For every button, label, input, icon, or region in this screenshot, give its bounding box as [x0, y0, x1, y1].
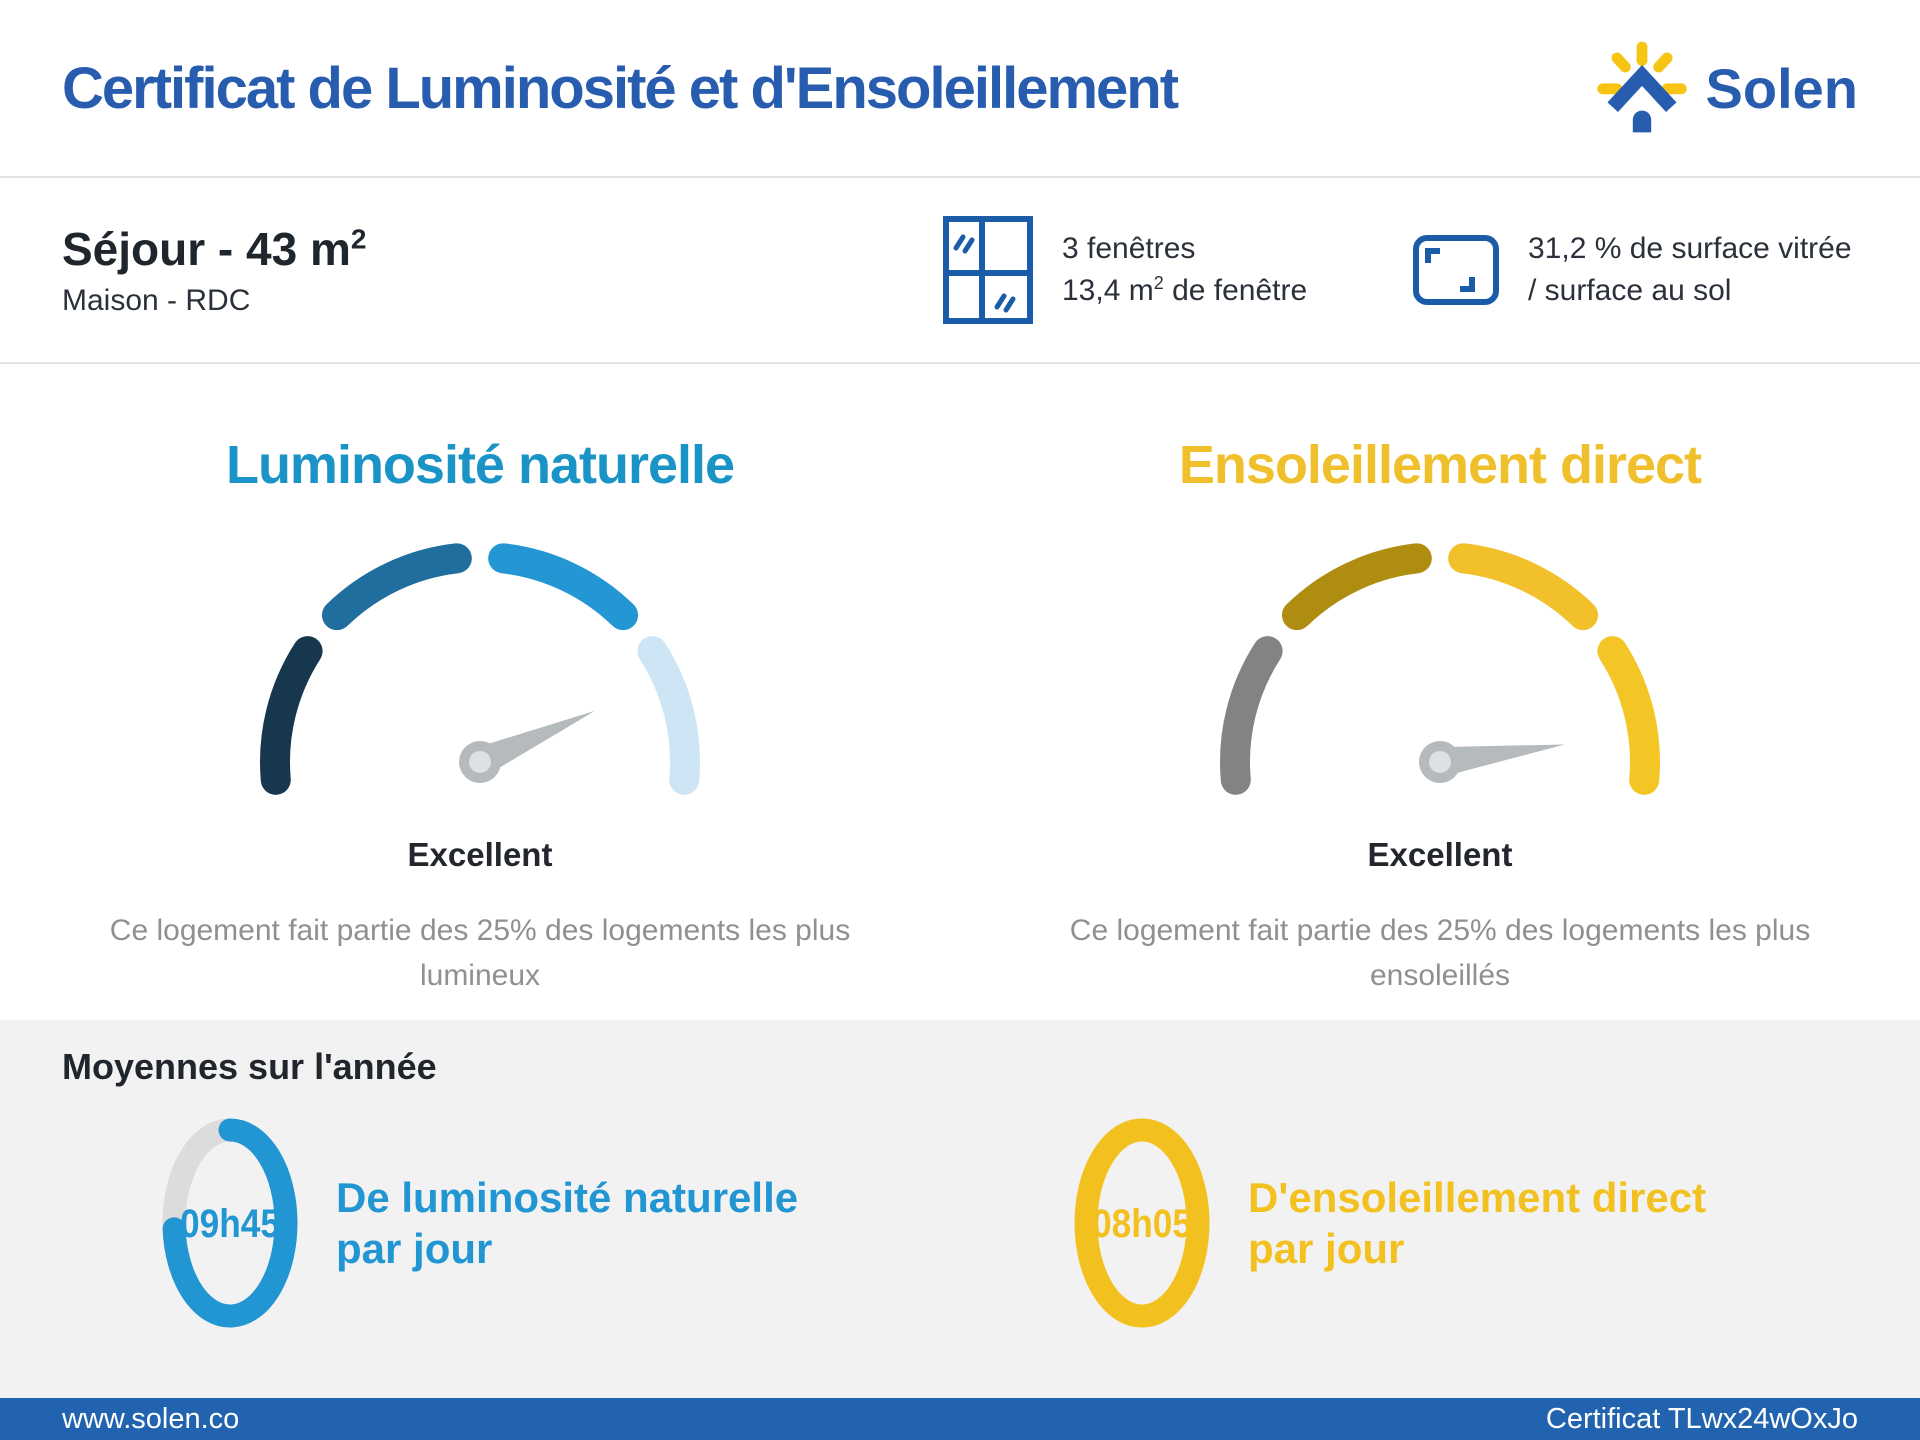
sun-house-icon — [1596, 41, 1687, 133]
room-summary: Séjour - 43 m2 Maison - RDC 3 fenêtres 1… — [0, 178, 1920, 364]
sunlight-gauge-title: Ensoleillement direct — [1178, 435, 1702, 495]
glazed-surface-icon — [1413, 235, 1499, 305]
window-icon — [943, 216, 1033, 324]
footer-website: www.solen.co — [62, 1402, 240, 1435]
svg-text:08h05: 08h05 — [1092, 1202, 1192, 1246]
sunlight-gauge — [1220, 543, 1660, 795]
windows-stat: 3 fenêtres 13,4 m2 de fenêtre — [942, 215, 1412, 325]
luminosity-ring-chart: 09h45 — [162, 1118, 298, 1328]
glazing-ratio: 31,2 % de surface vitrée — [1528, 232, 1852, 265]
footer: www.solen.co Certificat TLwx24wOxJo — [0, 1398, 1920, 1440]
room-subtitle: Maison - RDC — [62, 284, 251, 317]
sunlight-rating: Excellent — [1367, 836, 1513, 873]
header: Certificat de Luminosité et d'Ensoleille… — [0, 0, 1920, 178]
sunlight-description: Ce logement fait partie des 25% des loge… — [1069, 914, 1811, 992]
svg-text:09h45: 09h45 — [180, 1202, 280, 1246]
luminosity-gauge-title: Luminosité naturelle — [225, 435, 735, 495]
sunlight-ring-chart: 08h05 — [1074, 1118, 1210, 1328]
windows-area: 13,4 m2 de fenêtre — [1062, 273, 1308, 307]
averages-section: Moyennes sur l'année 09h45 De luminosité… — [0, 1020, 1920, 1398]
sunlight-average-label: D'ensoleillement direct par jour — [1248, 1173, 1707, 1272]
room-info: Séjour - 43 m2 Maison - RDC — [62, 222, 942, 318]
luminosity-rating: Excellent — [407, 836, 553, 873]
luminosity-gauge — [260, 543, 700, 795]
luminosity-average: 09h45 De luminosité naturelle par jour — [62, 1106, 960, 1340]
solen-logo: Solen — [1596, 40, 1858, 136]
sunlight-gauge-block: Ensoleillement direct Excellent Ce logem… — [960, 364, 1920, 1020]
glazing-stat-text: 31,2 % de surface vitrée / surface au so… — [1528, 228, 1852, 312]
footer-certificate-id: Certificat TLwx24wOxJo — [1545, 1402, 1858, 1435]
brand-name: Solen — [1705, 56, 1858, 120]
glazing-stat: 31,2 % de surface vitrée / surface au so… — [1412, 228, 1852, 312]
averages-row: 09h45 De luminosité naturelle par jour 0… — [62, 1106, 1858, 1340]
windows-count: 3 fenêtres — [1062, 232, 1196, 265]
page-title: Certificat de Luminosité et d'Ensoleille… — [62, 55, 1179, 121]
windows-stat-text: 3 fenêtres 13,4 m2 de fenêtre — [1062, 228, 1307, 312]
gauges-section: Luminosité naturelle Excellent Ce logeme… — [0, 364, 1920, 1020]
luminosity-average-label: De luminosité naturelle par jour — [336, 1173, 799, 1272]
sunlight-average: 08h05 D'ensoleillement direct par jour — [960, 1106, 1858, 1340]
averages-heading: Moyennes sur l'année — [62, 1046, 437, 1087]
luminosity-description: Ce logement fait partie des 25% des loge… — [109, 914, 851, 992]
room-name: Séjour - 43 m2 — [62, 223, 367, 275]
glazing-ratio-denominator: / surface au sol — [1528, 274, 1732, 307]
luminosity-gauge-block: Luminosité naturelle Excellent Ce logeme… — [0, 364, 960, 1020]
